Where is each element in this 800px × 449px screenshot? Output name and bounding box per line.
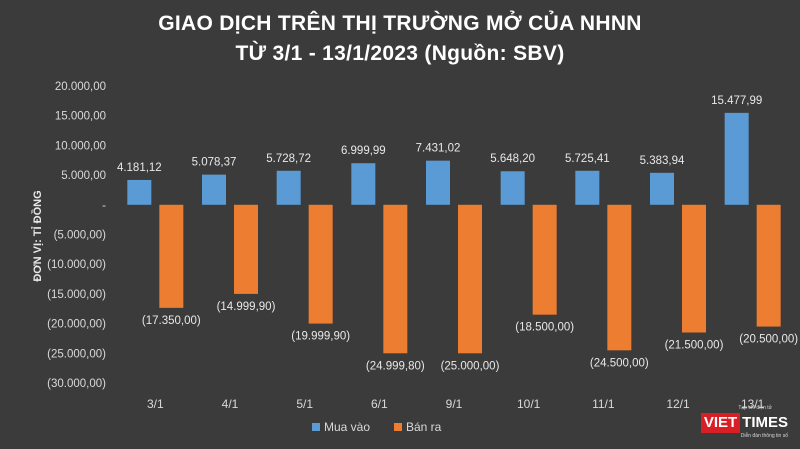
legend-label-ban-ra: Bán ra	[406, 420, 442, 434]
y-tick-label: 5.000,00	[61, 170, 106, 182]
logo-viet: VIET	[700, 413, 741, 433]
bar-ban-ra	[682, 204, 706, 333]
data-label-ban-ra: (24.500,00)	[590, 357, 649, 369]
bar-mua-vao	[127, 179, 152, 205]
y-tick-label: (15.000,00)	[47, 289, 106, 301]
chart-title-line-1: GIAO DỊCH TRÊN THỊ TRƯỜNG MỞ CỦA NHNN	[158, 12, 642, 35]
x-tick-label: 12/1	[666, 397, 690, 411]
data-label-mua-vao: 5.648,20	[490, 153, 535, 165]
x-tick-label: 3/1	[147, 397, 164, 411]
data-label-ban-ra: (14.999,90)	[217, 301, 276, 313]
x-tick-label: 11/1	[592, 397, 615, 411]
bar-ban-ra	[234, 204, 258, 294]
data-label-ban-ra: (19.999,90)	[291, 331, 350, 343]
y-tick-label: (10.000,00)	[47, 259, 106, 271]
bar-mua-vao	[351, 163, 376, 205]
logo-tagline-top: Tạp chí điện tử	[738, 405, 772, 411]
bar-mua-vao	[426, 160, 450, 205]
data-label-ban-ra: (24.999,80)	[366, 360, 425, 372]
legend-swatch-mua-vao	[312, 423, 320, 431]
y-tick-label: 15.000,00	[55, 111, 106, 123]
y-tick-label: (25.000,00)	[47, 348, 106, 360]
bar-ban-ra	[308, 204, 333, 324]
x-tick-label: 5/1	[296, 397, 313, 411]
logo-tagline-bottom: Diễn đàn thông tin số	[740, 433, 788, 439]
data-label-mua-vao: 15.477,99	[711, 95, 762, 107]
data-label-ban-ra: (25.000,00)	[441, 360, 500, 372]
data-label-ban-ra: (20.500,00)	[739, 334, 798, 346]
bar-mua-vao	[202, 174, 226, 205]
viettimes-logo: Tạp chí điện tử VIET TIMES Diễn đàn thôn…	[700, 405, 788, 441]
x-tick-label: 10/1	[517, 397, 541, 411]
data-label-mua-vao: 5.728,72	[266, 153, 311, 165]
data-label-mua-vao: 6.999,99	[341, 145, 386, 157]
chart-title-line-2: TỪ 3/1 - 13/1/2023 (Nguồn: SBV)	[235, 42, 565, 65]
bar-ban-ra	[532, 204, 557, 315]
x-tick-label: 6/1	[371, 397, 388, 411]
y-tick-label: 20.000,00	[55, 81, 106, 93]
bar-mua-vao	[724, 112, 749, 205]
bar-mua-vao	[276, 170, 301, 205]
bar-ban-ra	[756, 204, 781, 327]
x-tick-label: 13/1	[741, 397, 765, 411]
bar-ban-ra	[383, 204, 408, 354]
bar-mua-vao	[650, 172, 674, 205]
data-label-mua-vao: 5.725,41	[565, 153, 610, 165]
data-label-mua-vao: 5.078,37	[192, 157, 237, 169]
legend-swatch-ban-ra	[394, 423, 402, 431]
bar-mua-vao	[575, 170, 600, 205]
y-tick-label: (20.000,00)	[47, 319, 106, 331]
y-tick-label: 10.000,00	[55, 140, 106, 152]
y-tick-label: -	[102, 200, 106, 212]
bar-ban-ra	[458, 204, 482, 354]
bar-ban-ra	[159, 204, 184, 308]
y-tick-label: (5.000,00)	[54, 230, 107, 242]
bar-ban-ra	[607, 204, 632, 351]
data-label-ban-ra: (18.500,00)	[515, 322, 574, 334]
bar-mua-vao	[500, 171, 525, 205]
x-tick-label: 4/1	[222, 397, 239, 411]
data-label-ban-ra: (21.500,00)	[665, 340, 724, 352]
data-label-ban-ra: (17.350,00)	[142, 315, 201, 327]
data-label-mua-vao: 5.383,94	[640, 155, 685, 167]
x-tick-label: 9/1	[446, 397, 463, 411]
logo-wordmark: VIET TIMES	[700, 413, 788, 433]
data-label-mua-vao: 7.431,02	[416, 143, 461, 155]
logo-times: TIMES	[742, 414, 788, 431]
y-tick-label: (30.000,00)	[47, 378, 106, 390]
legend-label-mua-vao: Mua vào	[324, 420, 370, 434]
data-label-mua-vao: 4.181,12	[117, 162, 162, 174]
